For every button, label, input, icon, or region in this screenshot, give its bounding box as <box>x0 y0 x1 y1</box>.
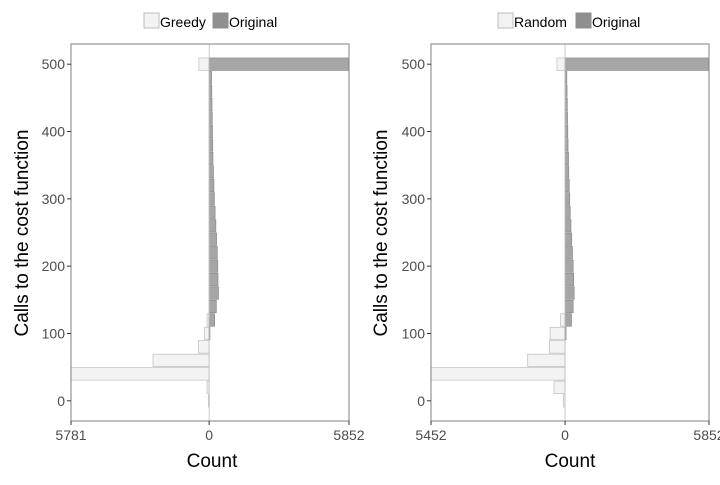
y-tick-label-left-0: 0 <box>57 393 65 409</box>
bar-original-500 <box>564 57 710 71</box>
x-axis-right: 5452 0 5852 <box>415 421 720 443</box>
bar-original-140 <box>564 299 574 314</box>
y-tick-label-right-300: 300 <box>402 191 426 207</box>
legend-left: Greedy Original <box>143 12 277 30</box>
bar-original-380 <box>564 138 569 152</box>
y-tick-label-left-300: 300 <box>42 191 66 207</box>
y-tick-label-right-0: 0 <box>417 393 425 409</box>
plot-border-right <box>430 43 710 422</box>
y-tick-label-left-400: 400 <box>42 124 66 140</box>
plot-area-right <box>431 44 709 421</box>
panel-right: Random Original 0 100 200 300 400 500 5452 0 … <box>371 12 720 472</box>
bar-original-440 <box>208 98 213 112</box>
bar-original-400 <box>564 124 569 139</box>
legend-swatch-original-right <box>575 12 592 29</box>
x-tick-label-right-zero: 0 <box>561 427 569 443</box>
bar-greedy-80 <box>198 340 210 354</box>
x-axis-title-right: Count <box>545 451 596 472</box>
bar-greedy-60 <box>152 353 210 367</box>
y-tick-label-right-400: 400 <box>402 124 426 140</box>
bar-original-340 <box>208 165 214 179</box>
bar-original-280 <box>208 205 216 219</box>
bar-original-280 <box>564 205 571 219</box>
bar-random-80 <box>548 340 566 354</box>
bar-original-300 <box>208 192 215 206</box>
y-axis-title-right: Calls to the cost function <box>371 130 392 337</box>
bar-original-220 <box>208 246 218 260</box>
bar-original-120 <box>208 313 215 327</box>
bar-greedy-100 <box>204 326 210 341</box>
bar-original-420 <box>208 111 213 125</box>
bar-random-500 <box>556 57 566 71</box>
bar-original-360 <box>208 151 214 166</box>
bar-random-100 <box>549 326 566 341</box>
x-tick-label-right-min: 5452 <box>415 427 446 443</box>
bar-random-120 <box>560 313 566 327</box>
bar-original-340 <box>564 165 570 179</box>
bar-original-180 <box>564 273 575 287</box>
bar-original-160 <box>564 286 575 300</box>
bar-greedy-500 <box>198 57 210 71</box>
bar-original-260 <box>208 219 217 233</box>
y-tick-label-left-500: 500 <box>42 56 66 72</box>
y-tick-label-right-200: 200 <box>402 258 426 274</box>
legend-label-original-right: Original <box>592 14 640 30</box>
bar-random-40 <box>430 367 566 381</box>
bar-original-380 <box>208 138 214 152</box>
bar-original-500 <box>208 57 350 71</box>
bar-original-160 <box>208 286 219 300</box>
y-axis-title-left: Calls to the cost function <box>12 130 33 337</box>
bar-original-400 <box>208 124 213 139</box>
plot-border-left <box>70 43 350 422</box>
bar-original-360 <box>564 151 569 166</box>
x-axis-title-left: Count <box>187 451 238 472</box>
legend-label-original-left: Original <box>229 14 277 30</box>
bar-original-300 <box>564 192 571 206</box>
bar-original-200 <box>208 259 219 273</box>
y-tick-label-right-100: 100 <box>402 325 426 341</box>
bar-original-140 <box>208 299 217 314</box>
bar-original-220 <box>564 246 573 260</box>
legend-label-random: Random <box>514 14 567 30</box>
bars-right <box>430 57 710 408</box>
bar-original-180 <box>208 273 219 287</box>
x-tick-label-left-zero: 0 <box>205 427 213 443</box>
legend-right: Random Original <box>497 12 640 30</box>
bar-random-20 <box>553 380 566 394</box>
legend-label-greedy: Greedy <box>160 14 206 30</box>
y-axis-left: 0 100 200 300 400 500 <box>42 56 71 409</box>
x-tick-label-left-min: 5781 <box>55 427 86 443</box>
bar-original-320 <box>208 178 215 192</box>
y-tick-label-left-100: 100 <box>42 325 66 341</box>
bar-original-120 <box>564 313 572 327</box>
bar-original-320 <box>564 178 570 192</box>
bar-random-60 <box>527 353 566 367</box>
bar-greedy-40 <box>70 367 210 381</box>
x-axis-left: 5781 0 5852 <box>55 421 365 443</box>
bar-original-260 <box>564 219 572 233</box>
y-axis-right: 0 100 200 300 400 500 <box>402 56 431 409</box>
x-tick-label-left-max: 5852 <box>333 427 364 443</box>
bar-original-200 <box>564 259 574 273</box>
y-tick-label-left-200: 200 <box>42 258 66 274</box>
bar-original-240 <box>564 232 573 246</box>
y-tick-label-right-500: 500 <box>402 56 426 72</box>
legend-swatch-original-left <box>212 12 229 29</box>
bar-original-240 <box>208 232 217 246</box>
legend-swatch-greedy <box>143 12 160 29</box>
panel-left: Greedy Original 0 100 200 300 400 500 5781 0 … <box>12 12 365 472</box>
x-tick-label-right-max: 5852 <box>693 427 720 443</box>
legend-swatch-random <box>497 12 514 29</box>
